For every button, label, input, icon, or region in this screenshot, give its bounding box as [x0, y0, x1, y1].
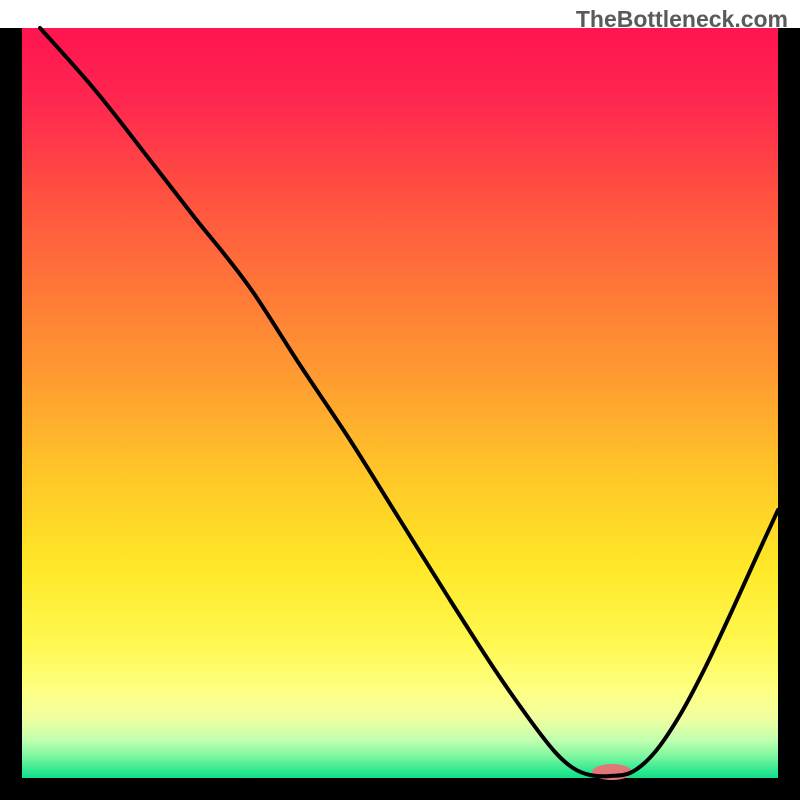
plot-border — [778, 28, 800, 800]
watermark-text: TheBottleneck.com — [576, 6, 788, 33]
chart-container: TheBottleneck.com — [0, 0, 800, 800]
plot-border — [0, 28, 22, 800]
bottleneck-chart — [0, 0, 800, 800]
plot-border — [0, 778, 800, 800]
